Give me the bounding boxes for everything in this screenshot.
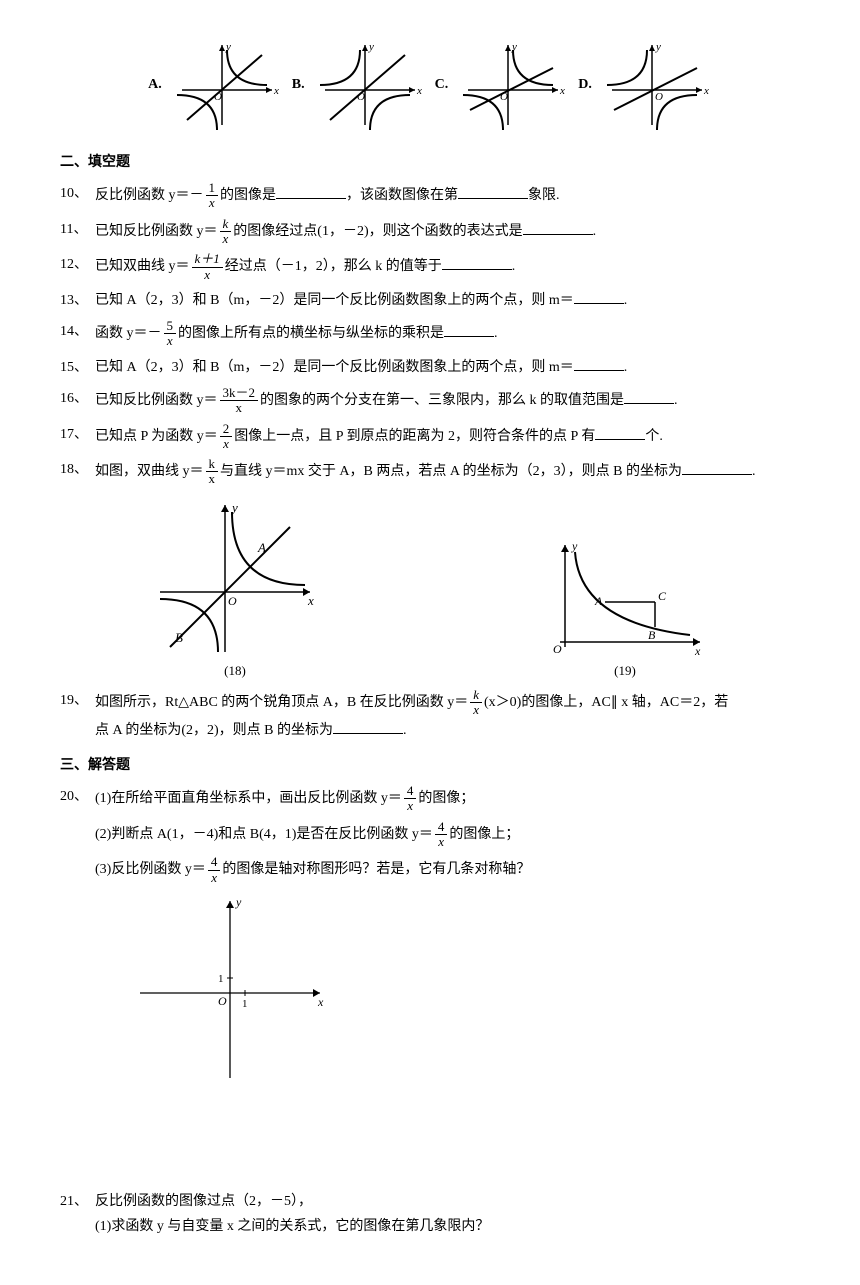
q19-num: 19、 <box>60 688 95 713</box>
svg-text:A: A <box>594 594 603 608</box>
q15-blank <box>574 356 624 371</box>
svg-text:y: y <box>235 895 242 909</box>
q13-blank <box>574 289 624 304</box>
q12-blank <box>442 255 512 270</box>
q15-num: 15、 <box>60 355 95 380</box>
q17-num: 17、 <box>60 422 95 447</box>
choice-B-label: B. <box>292 72 305 97</box>
question-19: 19、 如图所示，Rt△ABC 的两个锐角顶点 A，B 在反比例函数 y＝kx(… <box>60 688 800 743</box>
svg-text:x: x <box>307 593 314 608</box>
question-15: 15、 已知 A（2，3）和 B（m，－2）是同一个反比例函数图象上的两个点，则… <box>60 355 800 380</box>
q10-t4: 象限. <box>528 188 560 203</box>
section-3-title: 三、解答题 <box>60 753 800 778</box>
svg-text:C: C <box>658 589 667 603</box>
choice-C-graph: x y O <box>458 40 568 130</box>
figure-19-graph: x y O A C B <box>540 537 710 657</box>
choice-A-label: A. <box>148 72 162 97</box>
q13-num: 13、 <box>60 288 95 313</box>
svg-text:O: O <box>218 994 227 1008</box>
question-16: 16、 已知反比例函数 y＝3k－2x的图象的两个分支在第一、三象限内，那么 k… <box>60 386 800 416</box>
q16-blank <box>624 389 674 404</box>
q20-num: 20、 <box>60 784 95 809</box>
svg-text:y: y <box>655 41 661 53</box>
figure-18-graph: x y O A B <box>150 497 320 657</box>
svg-text:x: x <box>703 85 709 97</box>
question-13: 13、 已知 A（2，3）和 B（m，－2）是同一个反比例函数图象上的两个点，则… <box>60 288 800 313</box>
fig19-label: (19) <box>540 659 710 682</box>
svg-text:1: 1 <box>242 998 248 1010</box>
q14-num: 14、 <box>60 319 95 344</box>
question-17: 17、 已知点 P 为函数 y＝2x图像上一点，且 P 到原点的距离为 2，则符… <box>60 422 800 452</box>
q18-num: 18、 <box>60 457 95 482</box>
choice-B-graph: x y O <box>315 40 425 130</box>
choice-D-label: D. <box>578 72 592 97</box>
svg-text:y: y <box>368 41 374 53</box>
q20-part2: (2)判断点 A(1，－4)和点 B(4，1)是否在反比例函数 y＝4x的图像上… <box>95 820 800 850</box>
fig18-label: (18) <box>150 659 320 682</box>
q12-num: 12、 <box>60 252 95 277</box>
svg-text:A: A <box>257 540 266 555</box>
svg-text:O: O <box>228 594 237 608</box>
q20-part3: (3)反比例函数 y＝4x的图像是轴对称图形吗？若是，它有几条对称轴？ <box>95 855 800 885</box>
q10-num: 10、 <box>60 181 95 206</box>
question-20: 20、 (1)在所给平面直角坐标系中，画出反比例函数 y＝4x的图像； <box>60 784 800 814</box>
q21-num: 21、 <box>60 1189 95 1214</box>
question-10: 10、 反比例函数 y＝－1x的图像是，该函数图像在第象限. <box>60 181 800 211</box>
q11-blank <box>523 220 593 235</box>
q10-t3: ，该函数图像在第 <box>346 188 458 203</box>
q10-t1: 反比例函数 y＝－ <box>95 188 204 203</box>
svg-text:O: O <box>655 91 663 103</box>
svg-text:x: x <box>416 85 422 97</box>
q10-blank2 <box>458 184 528 199</box>
q11-num: 11、 <box>60 217 95 242</box>
q17-blank <box>595 425 645 440</box>
svg-text:x: x <box>559 85 565 97</box>
svg-text:y: y <box>571 539 578 553</box>
choice-C-label: C. <box>435 72 449 97</box>
question-11: 11、 已知反比例函数 y＝kx的图像经过点(1，－2)，则这个函数的表达式是. <box>60 217 800 247</box>
choice-A-graph: x y O <box>172 40 282 130</box>
q19-blank <box>333 719 403 734</box>
question-18: 18、 如图，双曲线 y＝kx与直线 y＝mx 交于 A，B 两点，若点 A 的… <box>60 457 800 487</box>
svg-text:B: B <box>648 628 656 642</box>
q20-coordinate-grid: x y O 1 1 <box>130 893 330 1083</box>
svg-text:x: x <box>273 85 279 97</box>
q16-num: 16、 <box>60 386 95 411</box>
svg-text:1: 1 <box>218 973 224 985</box>
question-14: 14、 函数 y＝－5x的图像上所有点的横坐标与纵坐标的乘积是. <box>60 319 800 349</box>
q18-blank <box>682 460 752 475</box>
question-12: 12、 已知双曲线 y＝k＋1x经过点（－1，2），那么 k 的值等于. <box>60 252 800 282</box>
q10-blank1 <box>276 184 346 199</box>
choice-D-graph: x y O <box>602 40 712 130</box>
svg-text:x: x <box>694 644 701 657</box>
figures-18-19: x y O A B (18) x y O A C B (19) <box>150 497 800 682</box>
choices-row: A. x y O B. x y O C. x y O D. <box>60 40 800 130</box>
section-2-title: 二、填空题 <box>60 150 800 175</box>
svg-text:O: O <box>553 642 562 656</box>
q14-blank <box>444 322 494 337</box>
svg-text:B: B <box>175 630 183 645</box>
question-21: 21、 反比例函数的图像过点（2，－5）， (1)求函数 y 与自变量 x 之间… <box>60 1189 800 1239</box>
svg-text:x: x <box>317 995 324 1009</box>
q10-t2: 的图像是 <box>220 188 276 203</box>
